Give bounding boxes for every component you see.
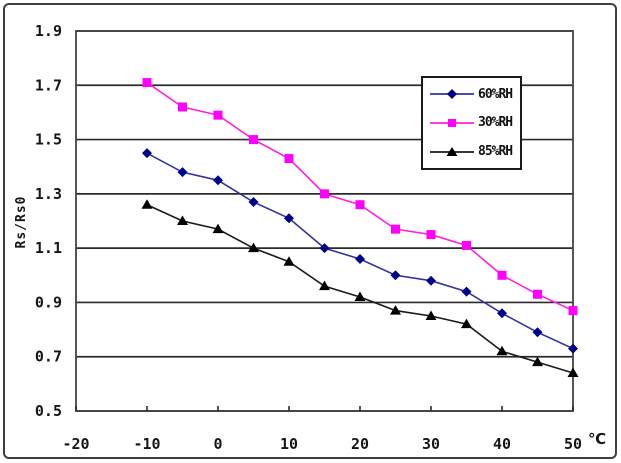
y-tick-label: 1.5 <box>35 131 62 149</box>
series-30rh-square-marker <box>497 270 507 280</box>
legend-item: 85%RH <box>429 144 520 160</box>
series-85rh-triangle-marker <box>567 367 579 377</box>
y-tick-label: 0.7 <box>35 348 62 366</box>
series-60rh-diamond-marker <box>426 275 436 286</box>
x-tick-label: 20 <box>351 435 369 453</box>
y-axis-title: Rs/Rs0 <box>14 195 29 249</box>
series-60rh-diamond-marker <box>284 213 294 224</box>
series-85rh-triangle-marker <box>461 318 472 329</box>
legend-30rh-marker-icon <box>430 118 474 127</box>
series-60rh-diamond-marker <box>390 270 401 281</box>
series-60rh-diamond-marker <box>177 167 188 178</box>
series-30rh-square-marker <box>320 189 329 199</box>
x-tick-label: 50 <box>564 435 582 453</box>
series-60rh-diamond-marker <box>461 286 472 297</box>
series-85rh-triangle-marker <box>177 215 188 225</box>
series-85rh-triangle-marker <box>283 256 295 266</box>
x-tick-label: 40 <box>493 435 511 453</box>
series-30rh-square-marker <box>355 200 365 210</box>
legend-item: 60%RH <box>429 86 520 102</box>
series-30rh-square-marker <box>142 78 152 88</box>
series-30rh-square-marker <box>249 135 258 145</box>
series-85rh-triangle-marker <box>319 280 330 291</box>
series-85rh-triangle-marker <box>390 305 401 315</box>
legend: 60%RH 30%RH 85%RH <box>421 76 522 170</box>
series-30rh-square-marker <box>391 224 400 234</box>
series-60rh-diamond-marker <box>142 148 152 159</box>
series-60rh-diamond-marker <box>568 343 578 354</box>
x-tick-label: -20 <box>62 435 89 453</box>
y-tick-label: 0.9 <box>35 293 62 311</box>
series-85rh-triangle-marker <box>354 291 366 301</box>
series-60rh-line <box>146 152 574 350</box>
legend-item: 30%RH <box>429 115 520 131</box>
series-85rh-triangle-marker <box>141 199 153 209</box>
x-tick-label: -10 <box>133 435 160 453</box>
legend-label: 60%RH <box>478 86 513 102</box>
series-60rh-diamond-marker <box>497 308 507 319</box>
y-tick-label: 1.9 <box>35 22 62 40</box>
x-tick-label: 0 <box>213 435 222 453</box>
series-30rh-square-marker <box>178 102 187 112</box>
series-85rh-triangle-marker <box>496 345 508 356</box>
series-60rh-diamond-marker <box>532 327 543 338</box>
series-85rh-triangle-marker <box>532 356 543 367</box>
legend-label: 30%RH <box>478 115 513 131</box>
series-85rh-triangle-marker <box>212 223 224 234</box>
y-tick-label: 0.5 <box>35 402 62 420</box>
y-tick-label: 1.3 <box>35 185 62 203</box>
x-axis-unit-label: ℃ <box>588 430 607 448</box>
legend-60rh-marker-icon <box>430 89 474 100</box>
series-30rh-square-marker <box>213 110 223 120</box>
series-60rh-diamond-marker <box>213 175 223 186</box>
x-tick-label: 10 <box>280 435 298 453</box>
y-tick-label: 1.1 <box>35 239 62 257</box>
series-85rh-line <box>146 203 574 374</box>
series-30rh-square-marker <box>568 306 578 316</box>
x-tick-label: 30 <box>422 435 440 453</box>
series-60rh-diamond-marker <box>355 254 365 264</box>
series-30rh-square-marker <box>284 154 294 164</box>
series-85rh-triangle-marker <box>248 242 259 253</box>
series-60rh-diamond-marker <box>248 197 259 207</box>
legend-label: 85%RH <box>478 144 513 160</box>
series-85rh-triangle-marker <box>425 310 437 320</box>
legend-85rh-marker-icon <box>430 146 474 156</box>
series-30rh-square-marker <box>426 230 436 240</box>
series-60rh-diamond-marker <box>319 243 330 254</box>
series-30rh-square-marker <box>462 240 471 250</box>
plot-border <box>75 30 574 412</box>
y-tick-label: 1.7 <box>35 76 62 94</box>
series-30rh-square-marker <box>533 289 542 299</box>
